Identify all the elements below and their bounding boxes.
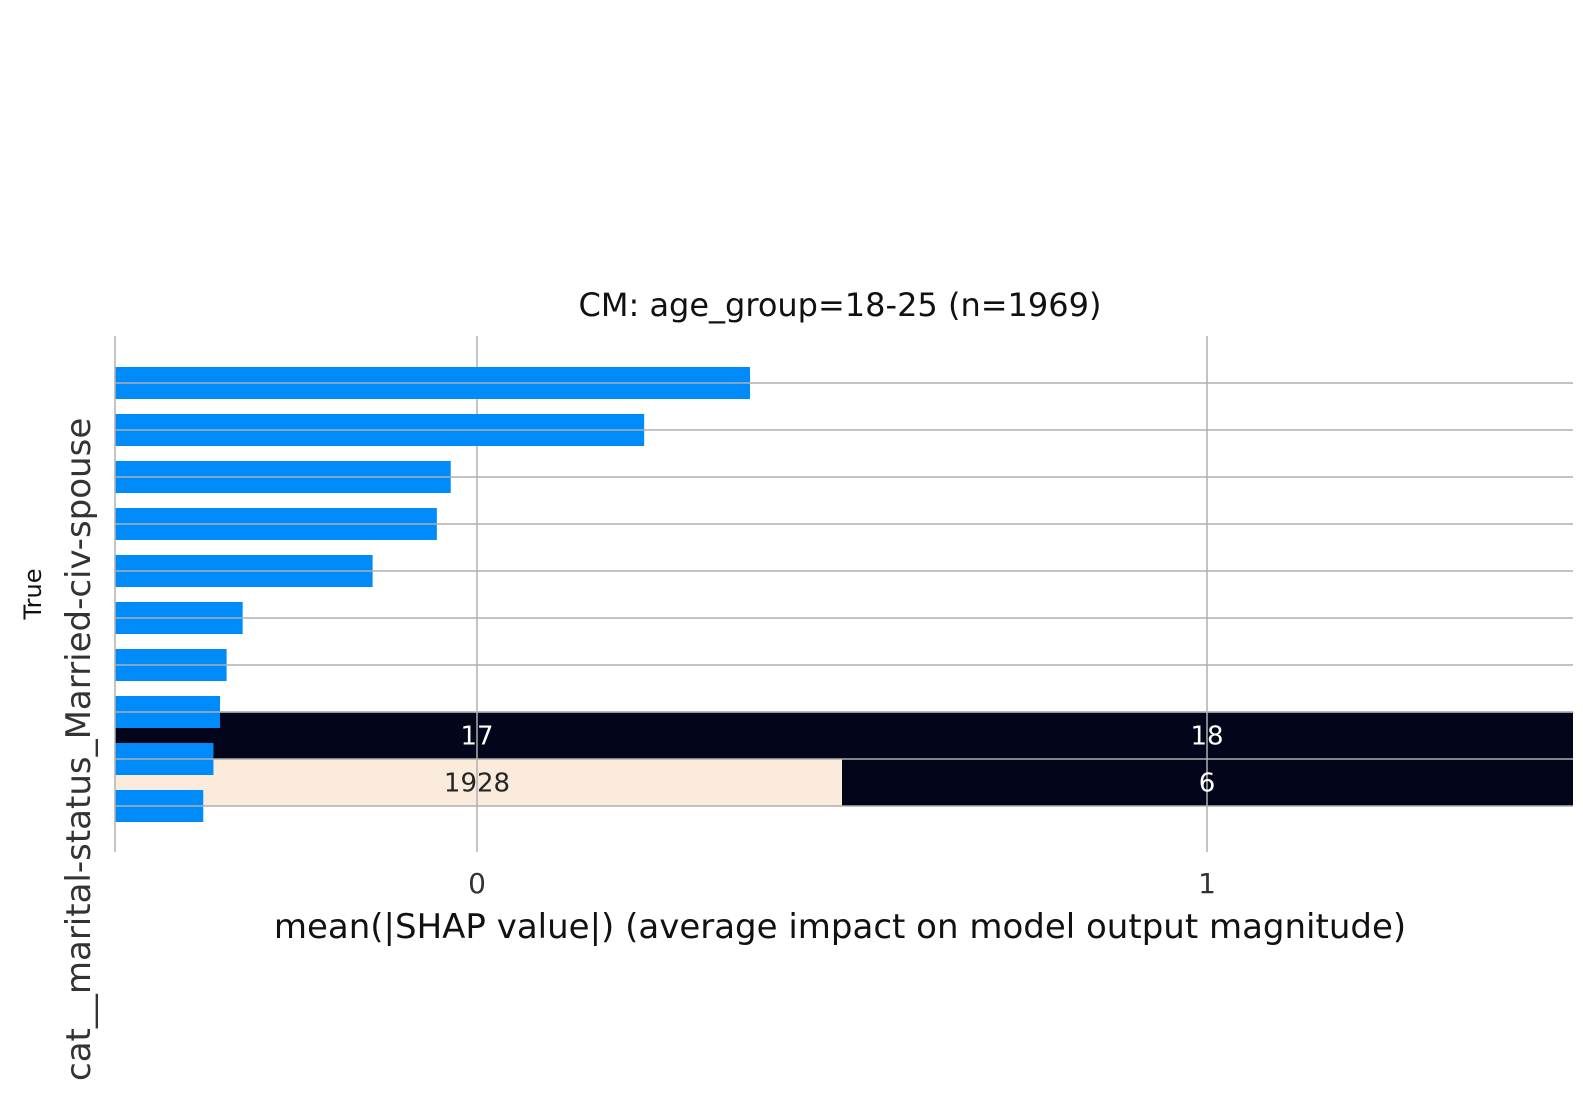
confusion-matrix-labels: 1928 6 17 18	[444, 722, 1224, 799]
cm-cell-label-0-0: 1928	[444, 769, 510, 799]
cm-cell-1-0	[115, 712, 842, 759]
cm-cell-label-0-1: 6	[1199, 769, 1216, 799]
chart-title: CM: age_group=18-25 (n=1969)	[579, 286, 1102, 324]
x-tick-label: 1	[1198, 867, 1216, 900]
bar-series	[115, 367, 751, 822]
y-tick-label-overlap: cat__marital-status_Married-civ-spouse	[59, 418, 99, 1081]
cm-cell-0-0	[115, 759, 842, 806]
horizontal-gridlines	[115, 382, 1573, 807]
cm-cell-label-1-0: 17	[460, 722, 493, 752]
cm-cell-label-1-1: 18	[1190, 722, 1223, 752]
x-tick-label: 0	[468, 867, 486, 900]
y-axis-label: True	[19, 569, 47, 621]
x-axis-label: mean(|SHAP value|) (average impact on mo…	[274, 907, 1406, 947]
